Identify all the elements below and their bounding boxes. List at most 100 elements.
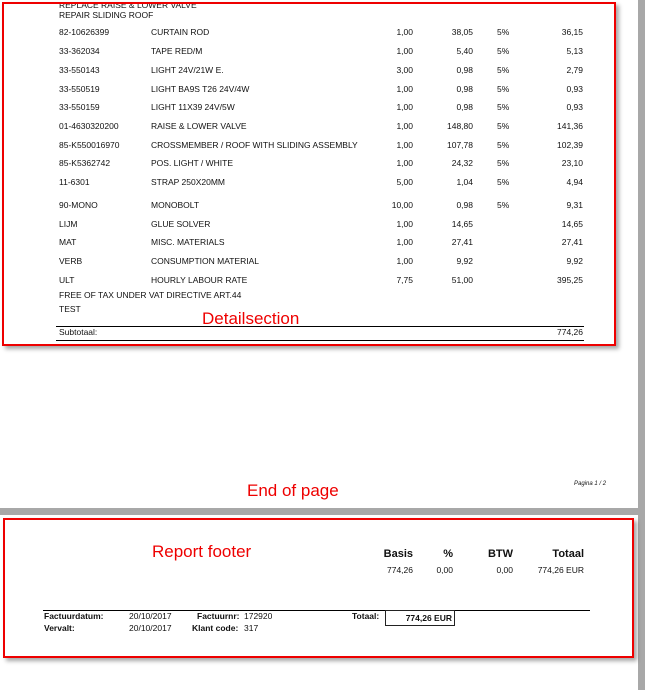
page-edge — [638, 0, 645, 690]
row-qty: 1,00 — [396, 121, 413, 131]
note-line: TEST — [59, 304, 81, 314]
row-code: 85-K5362742 — [59, 158, 111, 168]
row-price: 148,80 — [447, 121, 473, 131]
row-price: 0,98 — [456, 200, 473, 210]
row-code: 85-K550016970 — [59, 140, 120, 150]
row-code: 90-MONO — [59, 200, 98, 210]
row-qty: 10,00 — [391, 200, 413, 210]
row-qty: 1,00 — [396, 140, 413, 150]
row-vat: 5% — [497, 102, 510, 112]
total-box: 774,26 EUR — [385, 610, 455, 626]
detailsection-highlight — [2, 2, 616, 346]
vat-value-percent: 0,00 — [436, 565, 453, 575]
row-total: 395,25 — [557, 275, 583, 285]
row-total: 2,79 — [566, 65, 583, 75]
row-code: 33-550159 — [59, 102, 100, 112]
row-price: 107,78 — [447, 140, 473, 150]
end-of-page-annotation: End of page — [247, 481, 339, 500]
row-total: 27,41 — [561, 237, 583, 247]
row-total: 0,93 — [566, 102, 583, 112]
row-desc: STRAP 250X20MM — [151, 177, 226, 187]
row-qty: 5,00 — [396, 177, 413, 187]
row-total: 36,15 — [561, 27, 583, 37]
subtotal-bottom-rule — [56, 340, 584, 341]
row-desc: POS. LIGHT / WHITE — [151, 158, 234, 168]
row-price: 24,32 — [451, 158, 473, 168]
row-desc: CONSUMPTION MATERIAL — [151, 256, 259, 266]
report-footer-annotation: Report footer — [152, 542, 252, 561]
page-number: Pagina 1 / 2 — [574, 481, 607, 487]
row-vat: 5% — [497, 121, 510, 131]
row-code: ULT — [59, 275, 75, 285]
row-total: 4,94 — [566, 177, 583, 187]
row-price: 0,98 — [456, 84, 473, 94]
row-desc: MONOBOLT — [151, 200, 200, 210]
row-code: 01-4630320200 — [59, 121, 119, 131]
row-code: LIJM — [59, 219, 78, 229]
row-price: 38,05 — [451, 27, 473, 37]
row-desc: LIGHT BA9S T26 24V/4W — [151, 84, 250, 94]
subtotal-label: Subtotaal: — [59, 327, 98, 337]
row-vat: 5% — [497, 158, 510, 168]
vat-header-basis: Basis — [383, 548, 413, 560]
row-total: 141,36 — [557, 121, 583, 131]
vat-header-total: Totaal — [552, 548, 584, 560]
header-line: REPLACE RAISE & LOWER VALVE — [59, 0, 197, 10]
row-vat: 5% — [497, 140, 510, 150]
row-total: 5,13 — [566, 46, 583, 56]
row-desc: HOURLY LABOUR RATE — [151, 275, 248, 285]
vat-value-btw: 0,00 — [496, 565, 513, 575]
row-qty: 1,00 — [396, 237, 413, 247]
row-vat: 5% — [497, 84, 510, 94]
row-price: 1,04 — [456, 177, 473, 187]
row-qty: 1,00 — [396, 27, 413, 37]
row-desc: CURTAIN ROD — [151, 27, 210, 37]
row-code: 33-362034 — [59, 46, 100, 56]
row-vat: 5% — [497, 200, 510, 210]
vat-value-total: 774,26 EUR — [537, 565, 584, 575]
note-line: FREE OF TAX UNDER VAT DIRECTIVE ART.44 — [59, 290, 242, 300]
row-desc: GLUE SOLVER — [151, 219, 211, 229]
row-desc: CROSSMEMBER / ROOF WITH SLIDING ASSEMBLY — [151, 140, 358, 150]
row-price: 51,00 — [451, 275, 473, 285]
page-separator — [0, 508, 645, 515]
row-total: 102,39 — [557, 140, 583, 150]
row-code: 33-550143 — [59, 65, 100, 75]
row-price: 14,65 — [451, 219, 473, 229]
row-desc: MISC. MATERIALS — [151, 237, 225, 247]
subtotal-value: 774,26 — [557, 327, 583, 337]
row-vat: 5% — [497, 177, 510, 187]
footer-rule — [43, 610, 590, 611]
customer-code: 317 — [244, 623, 259, 633]
row-qty: 3,00 — [396, 65, 413, 75]
row-price: 5,40 — [456, 46, 473, 56]
row-desc: LIGHT 24V/21W E. — [151, 65, 224, 75]
row-code: 33-550519 — [59, 84, 100, 94]
row-qty: 1,00 — [396, 158, 413, 168]
row-vat: 5% — [497, 27, 510, 37]
detailsection-annotation: Detailsection — [202, 309, 300, 328]
row-price: 0,98 — [456, 65, 473, 75]
row-price: 9,92 — [456, 256, 473, 266]
row-qty: 1,00 — [396, 84, 413, 94]
row-qty: 1,00 — [396, 256, 413, 266]
row-qty: 1,00 — [396, 102, 413, 112]
invoice-date: 20/10/2017 — [129, 611, 172, 621]
vat-header-btw: BTW — [487, 548, 513, 560]
invoice-date-label: Factuurdatum: — [44, 611, 104, 621]
row-price: 0,98 — [456, 102, 473, 112]
row-total: 23,10 — [561, 158, 583, 168]
vat-value-basis: 774,26 — [387, 565, 413, 575]
report-footer-highlight — [3, 518, 634, 658]
row-total: 14,65 — [561, 219, 583, 229]
row-total: 9,92 — [566, 256, 583, 266]
row-qty: 7,75 — [396, 275, 413, 285]
row-code: 82-10626399 — [59, 27, 110, 37]
row-price: 27,41 — [451, 237, 473, 247]
row-qty: 1,00 — [396, 219, 413, 229]
customer-code-label: Klant code: — [192, 623, 239, 633]
header-line: REPAIR SLIDING ROOF — [59, 10, 154, 20]
row-vat: 5% — [497, 65, 510, 75]
row-vat: 5% — [497, 46, 510, 56]
row-total: 0,93 — [566, 84, 583, 94]
